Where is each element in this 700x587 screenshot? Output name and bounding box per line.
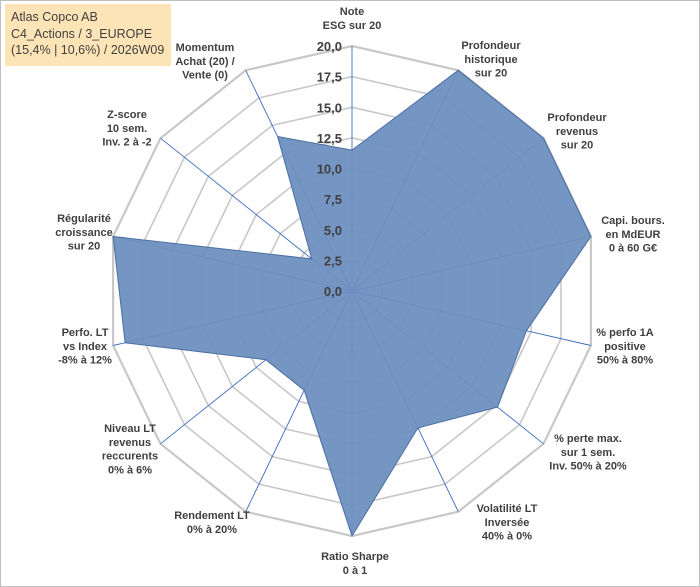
tick-label: 5,0 [324, 223, 342, 238]
tick-label: 10,0 [317, 162, 342, 177]
axis-label: Momentum Achat (20) / Vente (0) [175, 42, 234, 82]
tick-label: 17,5 [317, 70, 342, 85]
axis-label: Capi. bours. en MdEUR 0 à 60 G€ [601, 215, 665, 255]
performance-week: (15,4% | 10,6%) / 2026W09 [11, 43, 165, 57]
portfolio-category: C4_Actions / 3_EUROPE [11, 26, 153, 41]
axis-label: % perte max. sur 1 sem. Inv. 50% à 20% [549, 433, 627, 473]
axis-label: Régularité croissance sur 20 [55, 213, 112, 253]
axis-label: Z-score 10 sem. Inv. 2 à -2 [102, 109, 151, 149]
tick-label: 15,0 [317, 100, 342, 115]
tick-label: 12,5 [317, 131, 342, 146]
tick-label: 20,0 [317, 39, 342, 54]
tick-label: 2,5 [324, 253, 342, 268]
radar-series [112, 69, 592, 538]
axis-label: Perfo. LT vs Index -8% à 12% [58, 327, 112, 367]
series-area [112, 69, 592, 538]
tick-label: 0,0 [324, 284, 342, 299]
axis-label: Rendement LT 0% à 20% [174, 510, 250, 536]
info-box: Atlas Copco AB C4_Actions / 3_EUROPE (15… [5, 4, 171, 66]
axis-label: Volatilité LT Inversée 40% à 0% [477, 503, 538, 543]
radar-axis-labels: Note ESG sur 20 Profondeur historique sur 20… [55, 6, 665, 577]
axis-label: Niveau LT revenus reccurents 0% à 6% [102, 423, 158, 476]
axis-label: Profondeur historique sur 20 [461, 40, 521, 80]
axis-label: Note ESG sur 20 [323, 6, 382, 32]
axis-label: Profondeur revenus sur 20 [547, 112, 607, 152]
axis-label: % perfo 1A positive 50% à 80% [596, 327, 654, 367]
axis-label: Ratio Sharpe 0 à 1 [321, 551, 389, 577]
tick-label: 7,5 [324, 192, 342, 207]
radar-tick-labels: 0,0 2,5 5,0 7,5 10,0 12,5 15,0 17,5 20,0 [317, 39, 342, 299]
company-name: Atlas Copco AB [11, 10, 98, 24]
